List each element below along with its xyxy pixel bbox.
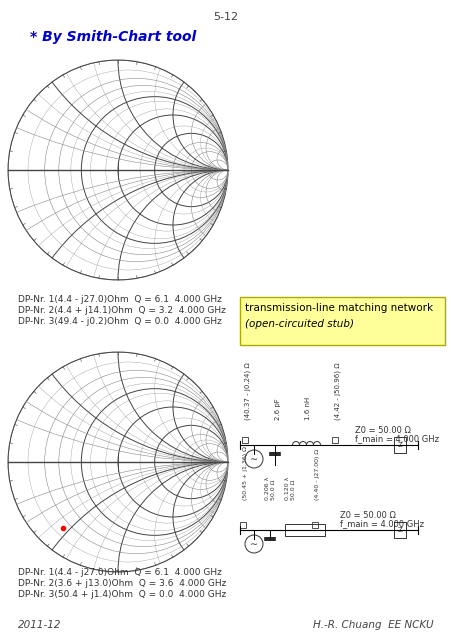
Text: 1.6 nH: 1.6 nH — [304, 397, 310, 420]
Text: 2.6 pF: 2.6 pF — [274, 398, 281, 420]
Text: 0.206 λ
50.0 Ω: 0.206 λ 50.0 Ω — [264, 477, 275, 500]
Text: DP-Nr. 3(49.4 - j0.2)Ohm  Q = 0.0  4.000 GHz: DP-Nr. 3(49.4 - j0.2)Ohm Q = 0.0 4.000 G… — [18, 317, 221, 326]
Bar — [239, 522, 245, 528]
Text: * By Smith-Chart tool: * By Smith-Chart tool — [30, 30, 196, 44]
Text: transmission-line matching network: transmission-line matching network — [244, 303, 432, 313]
Text: (open-circuited stub): (open-circuited stub) — [244, 319, 353, 329]
Bar — [331, 437, 337, 443]
Text: ∼: ∼ — [249, 454, 258, 464]
Text: Z0 = 50.00 Ω: Z0 = 50.00 Ω — [354, 426, 410, 435]
Bar — [311, 522, 318, 528]
Bar — [393, 437, 405, 453]
Text: DP-Nr. 2(4.4 + j14.1)Ohm  Q = 3.2  4.000 GHz: DP-Nr. 2(4.4 + j14.1)Ohm Q = 3.2 4.000 G… — [18, 306, 226, 315]
Text: Z: Z — [397, 442, 401, 448]
Text: ∼: ∼ — [249, 539, 258, 549]
Text: Z0 = 50.00 Ω: Z0 = 50.00 Ω — [339, 511, 395, 520]
Text: DP-Nr. 1(4.4 - j27.0)Ohm  Q = 6.1  4.000 GHz: DP-Nr. 1(4.4 - j27.0)Ohm Q = 6.1 4.000 G… — [18, 568, 221, 577]
Text: f_main = 4.000 GHz: f_main = 4.000 GHz — [354, 434, 438, 443]
Text: (4.40 - j27.00) Ω: (4.40 - j27.00) Ω — [314, 449, 319, 500]
Text: (4.42 - j50.96) Ω: (4.42 - j50.96) Ω — [334, 362, 341, 420]
Text: DP-Nr. 1(4.4 - j27.0)Ohm  Q = 6.1  4.000 GHz: DP-Nr. 1(4.4 - j27.0)Ohm Q = 6.1 4.000 G… — [18, 295, 221, 304]
Text: H.-R. Chuang  EE NCKU: H.-R. Chuang EE NCKU — [313, 620, 433, 630]
Text: (50.45 + j1.36) Ω: (50.45 + j1.36) Ω — [243, 446, 248, 500]
Bar — [241, 437, 248, 443]
Bar — [285, 524, 324, 536]
Text: (40.37 - j0.24) Ω: (40.37 - j0.24) Ω — [244, 362, 251, 420]
Text: DP-Nr. 3(50.4 + j1.4)Ohm  Q = 0.0  4.000 GHz: DP-Nr. 3(50.4 + j1.4)Ohm Q = 0.0 4.000 G… — [18, 590, 226, 599]
Text: DP-Nr. 2(3.6 + j13.0)Ohm  Q = 3.6  4.000 GHz: DP-Nr. 2(3.6 + j13.0)Ohm Q = 3.6 4.000 G… — [18, 579, 226, 588]
Bar — [239, 297, 444, 345]
Text: 5-12: 5-12 — [213, 12, 238, 22]
Text: 2011-12: 2011-12 — [18, 620, 61, 630]
Bar — [393, 522, 405, 538]
Text: Z: Z — [397, 527, 401, 533]
Text: 0.120 λ
50.0 Ω: 0.120 λ 50.0 Ω — [285, 477, 295, 500]
Text: f_main = 4.000 GHz: f_main = 4.000 GHz — [339, 519, 423, 528]
